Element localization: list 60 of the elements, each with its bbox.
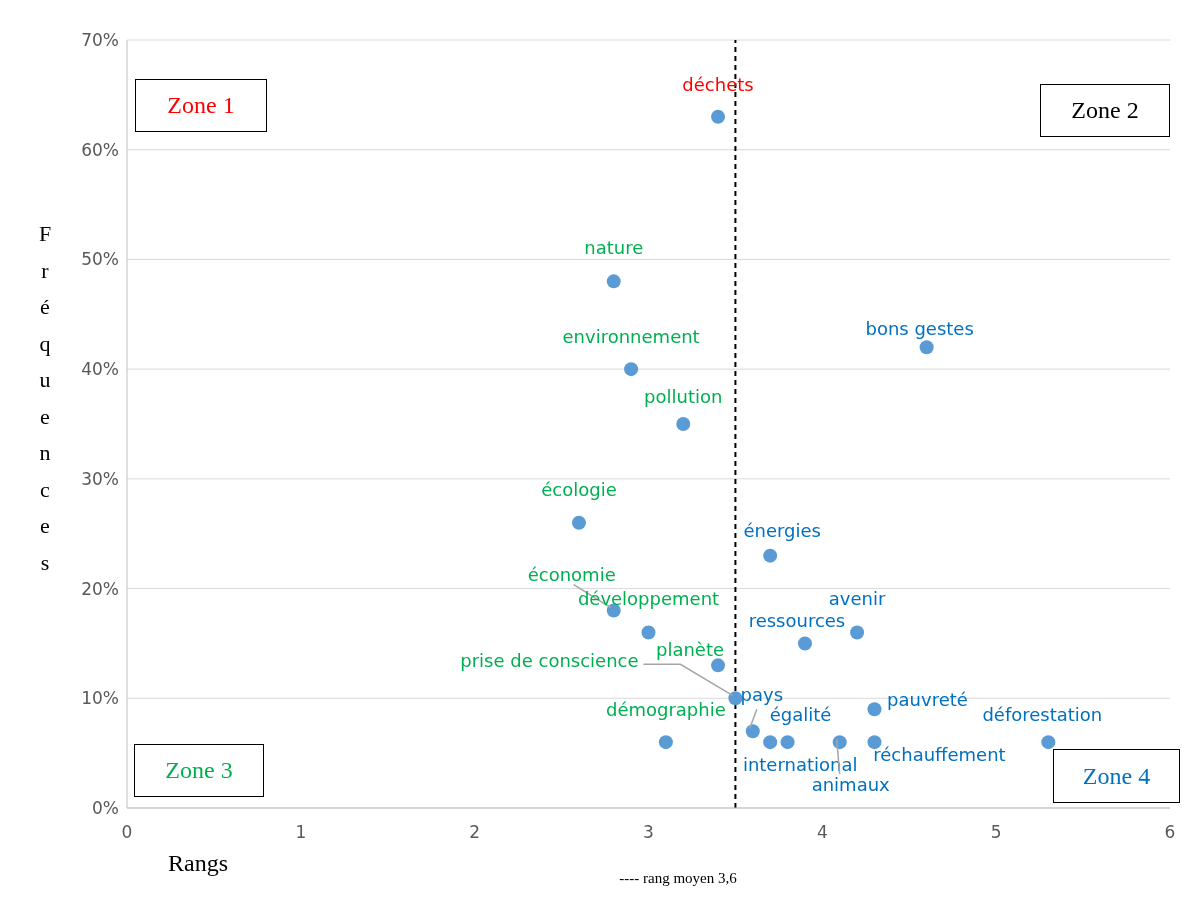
- annotation: ressources: [748, 610, 846, 632]
- point: [641, 625, 656, 640]
- annotation: Zone 4: [1053, 749, 1180, 803]
- point: [571, 515, 586, 530]
- y-tick-label: 0%: [92, 798, 119, 819]
- x-tick-label: 4: [816, 822, 828, 843]
- annotation: déforestation: [982, 704, 1103, 726]
- point: [797, 636, 812, 651]
- point: [624, 362, 639, 377]
- annotation: écologie: [541, 478, 617, 500]
- annotation: réchauffement: [873, 744, 1006, 766]
- annotation: Zone 1: [135, 79, 267, 132]
- annotation: démographie: [605, 699, 726, 721]
- annotation: égalité: [769, 704, 832, 726]
- annotation: avenir: [828, 588, 886, 610]
- annotation: pollution: [644, 386, 723, 407]
- text: Fréquences: [38, 221, 52, 575]
- ref-line-label: ---- rang moyen 3,6: [618, 870, 738, 887]
- x-tick-label: 3: [643, 822, 654, 843]
- annotation: pauvreté: [887, 689, 968, 711]
- annotation: déchets: [682, 73, 754, 95]
- annotation: nature: [584, 237, 644, 259]
- annotation: bons gestes: [865, 318, 974, 340]
- y-tick-label: 20%: [81, 578, 119, 599]
- annotation: Zone 3: [134, 744, 264, 797]
- x-tick-label: 2: [469, 822, 481, 843]
- point: [867, 702, 882, 717]
- point: [728, 691, 743, 706]
- x-tick-label: 1: [295, 822, 307, 843]
- point: [763, 735, 778, 750]
- point: [676, 417, 691, 431]
- point: [850, 625, 865, 640]
- annotation: Zone 2: [1040, 84, 1170, 137]
- y-tick-label: 10%: [81, 688, 119, 709]
- x-tick-label: 0: [121, 822, 133, 843]
- point: [1041, 735, 1056, 750]
- annotation: environnement: [562, 326, 700, 348]
- point: [745, 724, 760, 739]
- annotation: énergies: [743, 519, 821, 541]
- y-tick-label: 40%: [81, 359, 119, 380]
- y-tick-label: 70%: [81, 30, 119, 51]
- annotation: prise de conscience: [460, 650, 639, 672]
- y-tick-label: 50%: [81, 249, 119, 270]
- annotation: développement: [577, 588, 720, 610]
- point: [606, 274, 621, 289]
- annotation: animaux: [811, 774, 891, 796]
- point: [780, 735, 795, 750]
- y-tick-label: 60%: [81, 139, 119, 160]
- annotation: économie: [527, 563, 616, 585]
- annotation: pays: [740, 684, 784, 706]
- y-tick-label: 30%: [81, 468, 119, 489]
- point: [658, 735, 673, 750]
- point: [763, 548, 778, 563]
- x-tick-label: 6: [1164, 822, 1176, 843]
- point: [919, 340, 934, 355]
- x-axis-title: Rangs: [168, 850, 228, 877]
- annotation: international: [742, 754, 858, 776]
- x-tick-label: 5: [990, 822, 1002, 843]
- point: [711, 109, 726, 124]
- annotation: planète: [655, 639, 725, 661]
